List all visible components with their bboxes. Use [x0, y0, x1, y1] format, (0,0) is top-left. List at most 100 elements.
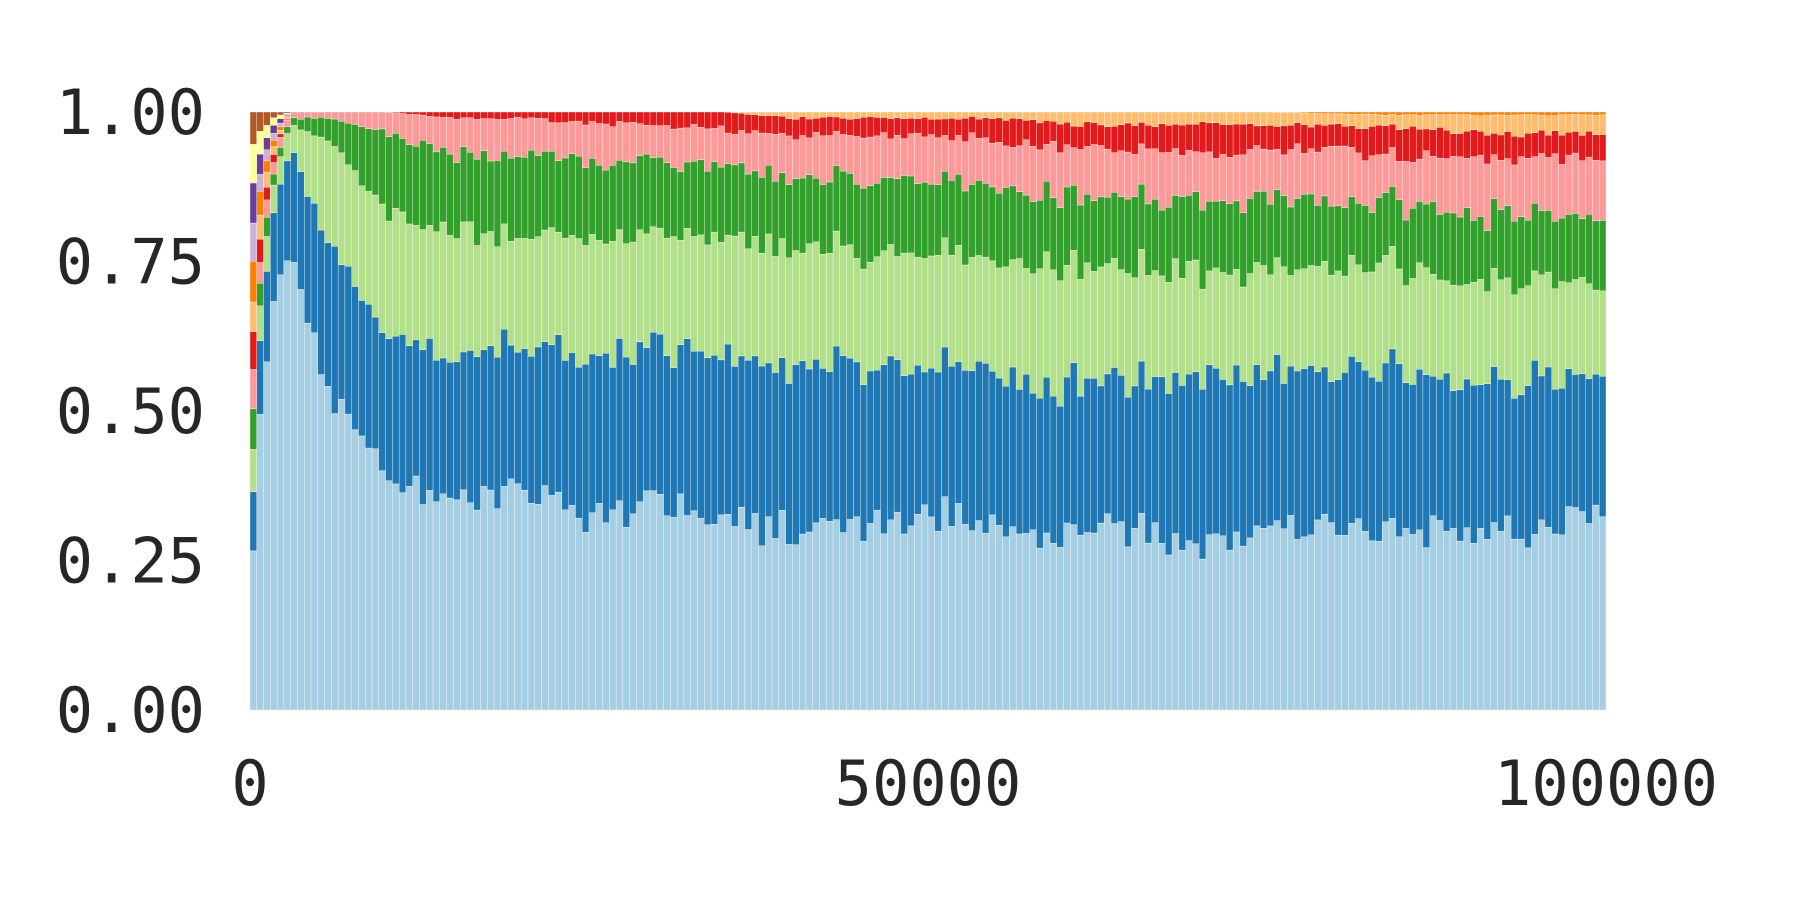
bar-segment [365, 448, 372, 710]
bar-segment [975, 180, 982, 255]
bar-segment [270, 185, 277, 213]
bar-segment [284, 112, 291, 113]
bar-segment [1003, 537, 1010, 710]
bar-segment [745, 249, 752, 361]
bar-segment [1125, 273, 1132, 397]
bar-segment [1308, 366, 1315, 535]
bar-segment [1064, 265, 1071, 377]
bar-segment [623, 357, 630, 527]
bar-segment [481, 350, 488, 487]
bar-segment [1125, 199, 1132, 273]
bar-segment [928, 112, 935, 119]
bar-segment [969, 257, 976, 370]
bar-segment [921, 182, 928, 258]
bar-segment [1023, 374, 1030, 533]
bar-segment [867, 186, 874, 262]
bar-segment [1348, 147, 1355, 196]
bar-segment [609, 510, 616, 710]
bar-segment [826, 136, 833, 182]
bar-segment [1233, 532, 1240, 710]
bar-segment [928, 368, 935, 517]
bar-segment [1220, 201, 1227, 273]
bar-segment [1579, 135, 1586, 160]
y-tick-label: 0.00 [56, 674, 205, 747]
bar-segment [738, 232, 745, 356]
bar-segment [1104, 112, 1111, 127]
bar-segment [799, 178, 806, 253]
bar-segment [528, 150, 535, 239]
bar-segment [250, 409, 257, 449]
bar-segment [718, 515, 725, 710]
bar-segment [1430, 202, 1437, 275]
bar-segment [270, 125, 277, 133]
bar-segment [779, 112, 786, 116]
bar-segment [820, 185, 827, 255]
bar-segment [1213, 123, 1220, 159]
bar-segment [1308, 194, 1315, 265]
bar-segment [426, 112, 433, 116]
bar-segment [623, 162, 630, 244]
bar-segment [1450, 213, 1457, 285]
bar-segment [989, 119, 996, 143]
bar-segment [1199, 210, 1206, 289]
bar-segment [1321, 147, 1328, 196]
bar-segment [270, 155, 277, 163]
bar-segment [304, 132, 311, 197]
bar-segment [779, 133, 786, 172]
bar-segment [1348, 126, 1355, 148]
bar-segment [1335, 112, 1342, 114]
bar-segment [1030, 202, 1037, 274]
bar-segment [264, 138, 271, 150]
bar-segment [535, 156, 542, 237]
bar-segment [1450, 391, 1457, 529]
bar-segment [297, 112, 304, 119]
bar-segment [1430, 156, 1437, 201]
bar-segment [1057, 547, 1064, 710]
bar-segment [853, 184, 860, 258]
bar-segment [1335, 146, 1342, 206]
bar-segment [1375, 198, 1382, 263]
bar-segment [1552, 116, 1559, 131]
bar-segment [1437, 127, 1444, 158]
bar-segment [860, 112, 867, 117]
bar-segment [1457, 286, 1464, 390]
bar-segment [1342, 114, 1349, 126]
bar-segment [772, 116, 779, 135]
bar-segment [1301, 153, 1308, 194]
bar-segment [447, 498, 454, 710]
y-tick-label: 1.00 [56, 76, 205, 149]
bar-segment [440, 117, 447, 147]
bar-segment [1375, 114, 1382, 125]
bar-segment [494, 160, 501, 246]
bar-segment [1077, 535, 1084, 710]
bar-segment [1552, 221, 1559, 288]
bar-segment [318, 375, 325, 710]
bar-segment [928, 135, 935, 185]
bar-segment [1491, 115, 1498, 133]
bar-segment [975, 138, 982, 180]
bar-segment [1538, 112, 1545, 115]
bar-segment [1213, 158, 1220, 201]
bar-segment [1301, 113, 1308, 125]
bar-segment [1443, 212, 1450, 281]
bar-segment [752, 131, 759, 171]
bar-segment [1240, 287, 1247, 382]
bar-segment [575, 112, 582, 121]
bar-segment [996, 268, 1003, 378]
bar-segment [365, 112, 372, 129]
bar-segment [1579, 161, 1586, 219]
bar-segment [691, 112, 698, 124]
bar-segment [962, 142, 969, 191]
bar-segment [270, 301, 277, 710]
bar-segment [1382, 154, 1389, 192]
bar-segment [1186, 150, 1193, 195]
bar-segment [1552, 131, 1559, 154]
bar-segment [542, 342, 549, 486]
bar-segment [1321, 261, 1328, 367]
bar-segment [1355, 265, 1362, 362]
bar-segment [250, 449, 257, 491]
bar-segment [1362, 112, 1369, 114]
bar-segment [304, 196, 311, 323]
bar-segment [853, 517, 860, 710]
